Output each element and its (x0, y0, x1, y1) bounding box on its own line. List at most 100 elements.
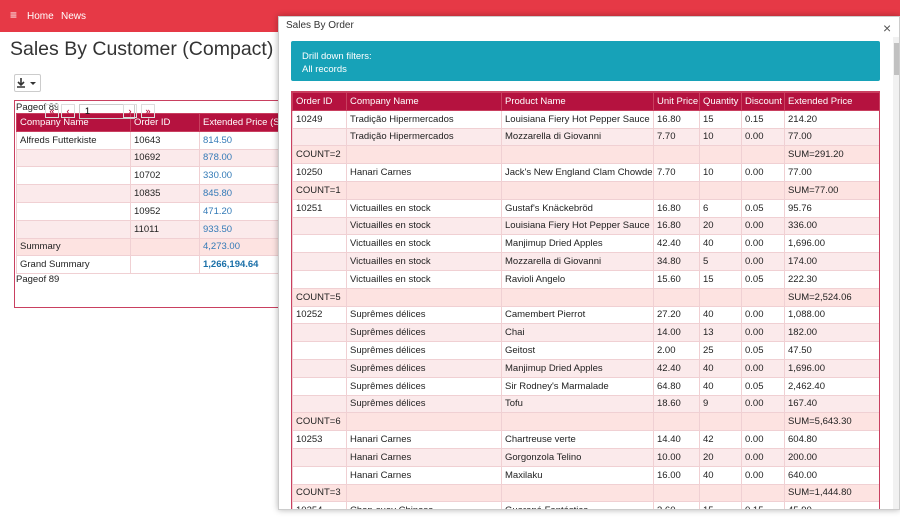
unit-price-cell: 2.00 (653, 341, 700, 360)
column-header[interactable]: Order ID (292, 92, 347, 111)
product-cell: Ravioli Angelo (501, 269, 654, 289)
discount-cell: 0.05 (741, 269, 785, 289)
quantity-cell: 40 (699, 305, 742, 325)
product-cell: Jack's New England Clam Chowder (501, 163, 654, 182)
cell (741, 180, 785, 200)
first-page[interactable]: « (45, 104, 59, 118)
export-button[interactable] (14, 74, 41, 92)
menu-icon[interactable]: ≡ (10, 8, 18, 22)
order-id-cell: 10643 (130, 130, 200, 150)
order-id-cell (292, 216, 347, 236)
company-cell: Alfreds Futterkiste (16, 130, 131, 150)
product-cell: Chai (501, 323, 654, 343)
cell (741, 483, 785, 503)
product-cell: Maxilaku (501, 465, 654, 485)
unit-price-cell: 16.80 (653, 198, 700, 218)
unit-price-cell: 18.60 (653, 394, 700, 414)
company-cell: Victuailles en stock (346, 252, 502, 271)
extended-price-cell: 200.00 (784, 447, 879, 467)
column-header[interactable]: Quantity (699, 92, 742, 111)
quantity-cell: 20 (699, 216, 742, 236)
discount-cell: 0.15 (741, 109, 785, 129)
pager-label: Page (16, 274, 39, 286)
detail-row: Suprêmes délices Sir Rodney's Marmalade 64… (292, 376, 879, 396)
cell (346, 483, 502, 503)
page-input[interactable]: 1 (79, 104, 135, 119)
cell (501, 180, 654, 200)
order-id-cell: 11011 (130, 219, 200, 239)
company-cell: Chop-suey Chinese (346, 501, 502, 509)
discount-cell: 0.05 (741, 341, 785, 360)
data-row: Alfreds Futterkiste 10643 814.50 (16, 130, 313, 150)
extended-price-cell: 1,696.00 (784, 234, 879, 254)
extended-price-cell: 336.00 (784, 216, 879, 236)
next-page[interactable]: › (123, 104, 137, 118)
order-id-cell (292, 447, 347, 467)
data-row: 10692 878.00 (16, 148, 313, 168)
sum-cell: SUM=1,444.80 (784, 483, 879, 503)
count-cell: COUNT=5 (292, 287, 347, 307)
quantity-cell: 15 (699, 269, 742, 289)
detail-row: 10249 Tradição Hipermercados Louisiana Fie… (292, 109, 879, 129)
discount-cell: 0.15 (741, 501, 785, 509)
group-summary-row: COUNT=5 SUM=2,524.06 (292, 287, 879, 307)
group-summary-row: COUNT=2 SUM=291.20 (292, 145, 879, 165)
quantity-cell: 42 (699, 430, 742, 449)
company-cell (16, 219, 131, 239)
page-count: of 89 (38, 274, 60, 286)
company-cell (16, 184, 131, 203)
order-id-cell: 10253 (292, 430, 347, 449)
detail-row: Tradição Hipermercados Mozzarella di Giov… (292, 127, 879, 147)
quantity-cell: 40 (699, 358, 742, 378)
detail-row: 10250 Hanari Carnes Jack's New England Cla… (292, 163, 879, 182)
drilldown-modal: Sales By Order × Drill down filters: All… (278, 16, 900, 510)
company-cell: Hanari Carnes (346, 163, 502, 182)
company-cell: Suprêmes délices (346, 323, 502, 343)
unit-price-cell: 64.80 (653, 376, 700, 396)
discount-cell: 0.00 (741, 323, 785, 343)
order-id-cell (292, 252, 347, 271)
cell (346, 287, 502, 307)
company-cell (16, 201, 131, 221)
cell (501, 483, 654, 503)
column-header[interactable]: Product Name (501, 92, 654, 111)
last-page[interactable]: » (141, 104, 155, 118)
cell (501, 287, 654, 307)
order-id-cell: 10251 (292, 198, 347, 218)
column-header[interactable]: Company Name (346, 92, 502, 111)
scroll-thumb[interactable] (894, 43, 899, 75)
discount-cell: 0.05 (741, 198, 785, 218)
column-header[interactable]: Unit Price (653, 92, 700, 111)
prev-page[interactable]: ‹ (61, 104, 75, 118)
extended-price-cell: 167.40 (784, 394, 879, 414)
extended-price-cell: 1,696.00 (784, 358, 879, 378)
discount-cell: 0.00 (741, 305, 785, 325)
cell (130, 237, 200, 257)
column-header[interactable]: Discount (741, 92, 785, 111)
cell (699, 180, 742, 200)
order-table: Order ID Company Name Product Name Unit Pri… (292, 92, 879, 509)
order-id-cell (292, 323, 347, 343)
grand-summary-row: Grand Summary 1,266,194.64 (16, 255, 313, 275)
order-id-cell: 10249 (292, 109, 347, 129)
export-icon (17, 78, 36, 88)
discount-cell: 0.05 (741, 376, 785, 396)
cell (501, 412, 654, 432)
quantity-cell: 6 (699, 198, 742, 218)
scrollbar[interactable] (893, 37, 899, 509)
nav-link[interactable]: Home (27, 11, 54, 22)
sum-cell: SUM=77.00 (784, 180, 879, 200)
nav-link[interactable]: News (61, 11, 87, 22)
close-button[interactable]: × (883, 20, 892, 36)
unit-price-cell: 14.40 (653, 430, 700, 449)
extended-price-cell: 77.00 (784, 127, 879, 147)
unit-price-cell: 15.60 (653, 269, 700, 289)
company-cell: Victuailles en stock (346, 234, 502, 254)
unit-price-cell: 16.80 (653, 216, 700, 236)
column-header[interactable]: Extended Price (784, 92, 879, 111)
unit-price-cell: 7.70 (653, 163, 700, 182)
extended-price-cell: 174.00 (784, 252, 879, 271)
unit-price-cell: 10.00 (653, 447, 700, 467)
pager: Page «‹ 1 › » of 89 (16, 104, 312, 286)
cell (501, 145, 654, 165)
